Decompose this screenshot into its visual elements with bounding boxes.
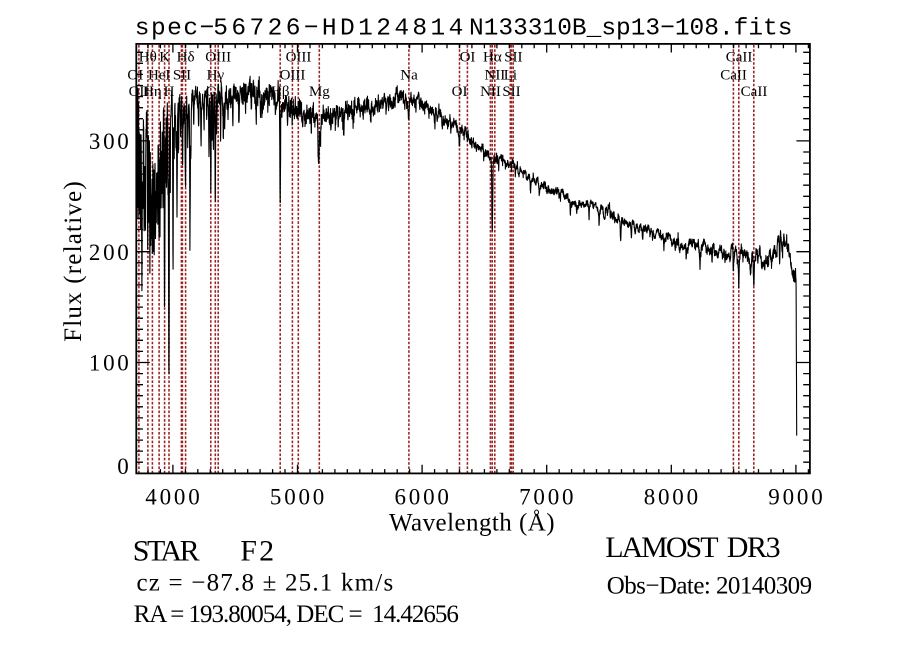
svg-text:6000: 6000 (394, 485, 451, 510)
svg-text:5000: 5000 (270, 485, 327, 510)
svg-text:56726−HD124814: 56726−HD124814 (213, 16, 466, 43)
svg-text:9000: 9000 (768, 485, 825, 510)
svg-text:Li: Li (504, 68, 517, 84)
svg-text:Obs−Date: 20140309: Obs−Date: 20140309 (607, 572, 812, 599)
svg-text:Hη: Hη (143, 84, 162, 100)
svg-text:200: 200 (89, 240, 132, 265)
svg-text:300: 300 (89, 129, 132, 154)
svg-text:CaII: CaII (741, 84, 768, 100)
svg-text:CaII: CaII (720, 68, 747, 84)
svg-text:8000: 8000 (644, 485, 701, 510)
svg-text:Flux (relative): Flux (relative) (60, 180, 87, 342)
svg-text:7000: 7000 (519, 485, 576, 510)
svg-text:NII: NII (484, 68, 505, 84)
svg-text:F2: F2 (240, 535, 276, 568)
svg-text:OI: OI (460, 50, 476, 66)
svg-text:OIII: OIII (205, 50, 231, 66)
svg-text:STAR: STAR (133, 535, 200, 568)
svg-text:4000: 4000 (145, 485, 202, 510)
svg-text:K: K (159, 50, 170, 66)
svg-text:SII: SII (504, 50, 522, 66)
svg-text:SII: SII (502, 84, 520, 100)
svg-text:Hα: Hα (483, 50, 502, 66)
svg-text:G: G (205, 84, 216, 100)
svg-text:CaII: CaII (726, 50, 753, 66)
svg-text:Na: Na (400, 68, 418, 84)
svg-text:DR3: DR3 (727, 531, 780, 564)
svg-text:Hθ: Hθ (139, 50, 157, 66)
svg-text:Hβ: Hβ (271, 84, 289, 100)
svg-text:OII: OII (129, 84, 150, 100)
svg-text:spec−: spec− (135, 16, 216, 43)
svg-text:Hδ: Hδ (177, 50, 195, 66)
svg-text:H: H (164, 84, 175, 100)
svg-text:Wavelength (Å): Wavelength (Å) (389, 510, 555, 537)
svg-text:OIII: OIII (280, 68, 306, 84)
svg-text:cz = −87.8 ± 25.1 km/s: cz = −87.8 ± 25.1 km/s (137, 570, 395, 597)
svg-text:RA = 193.80054, DEC = 14.4265: RA = 193.80054, DEC = 14.42656 (134, 601, 459, 628)
svg-text:OIII: OIII (286, 50, 312, 66)
svg-text:OI: OI (127, 68, 143, 84)
svg-text:SII: SII (173, 68, 191, 84)
svg-text:Hγ: Hγ (207, 68, 225, 84)
svg-text:OI: OI (452, 84, 468, 100)
svg-text:NII: NII (480, 84, 501, 100)
svg-text:N133310B_sp13−108.fits: N133310B_sp13−108.fits (469, 16, 792, 43)
svg-text:Mg: Mg (309, 84, 330, 100)
svg-text:0: 0 (117, 454, 131, 479)
svg-text:100: 100 (89, 351, 132, 376)
svg-text:HeI: HeI (148, 68, 171, 84)
svg-text:LAMOST: LAMOST (605, 531, 718, 564)
